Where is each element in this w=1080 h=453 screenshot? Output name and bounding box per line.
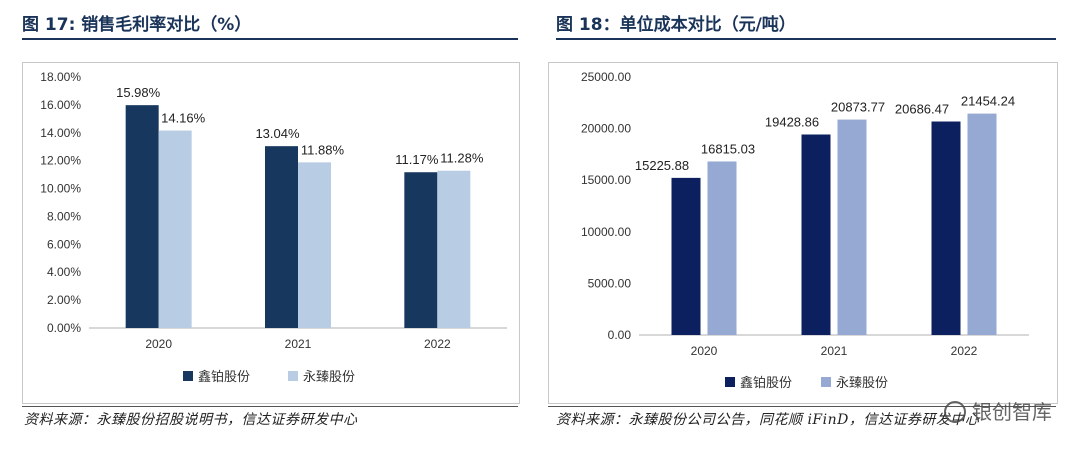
left-source-note: 资料来源：永臻股份招股说明书，信达证券研发中心 xyxy=(24,412,358,428)
data-label: 20686.47 xyxy=(895,102,949,117)
legend-label: 永臻股份 xyxy=(303,369,355,384)
watermark-text: 银创智库 xyxy=(972,400,1052,424)
right-bottom-rule xyxy=(548,406,1056,407)
y-tick-label: 5000.00 xyxy=(588,276,632,290)
legend-swatch xyxy=(288,371,298,381)
y-tick-label: 15000.00 xyxy=(581,173,631,187)
data-label: 14.16% xyxy=(161,111,206,126)
bar-永臻股份-2022 xyxy=(967,113,997,335)
data-label: 20873.77 xyxy=(831,100,885,115)
legend-label: 鑫铂股份 xyxy=(198,369,250,384)
y-tick-label: 0.00 xyxy=(608,328,632,342)
y-tick-label: 25000.00 xyxy=(581,70,631,84)
bar-鑫铂股份-2022 xyxy=(404,172,438,328)
left-chart-box: 0.00% 2.00% 4.00% 6.00% 8.00% 10.00% 12.00% 14.… xyxy=(22,62,520,404)
bar-鑫铂股份-2020 xyxy=(125,105,159,328)
y-tick-label: 0.00% xyxy=(47,321,81,335)
right-title-rule xyxy=(556,38,1056,40)
left-bottom-rule xyxy=(22,406,518,407)
bar-永臻股份-2020 xyxy=(158,130,192,328)
y-tick-label: 18.00% xyxy=(40,70,81,84)
left-figure: 图 17: 销售毛利率对比（%） 0.00% 2.00% 4.00% 6.00% 8.0… xyxy=(22,15,520,428)
legend-swatch xyxy=(821,377,831,387)
data-label: 13.04% xyxy=(255,126,300,141)
legend-swatch xyxy=(725,377,735,387)
left-chart: 0.00% 2.00% 4.00% 6.00% 8.00% 10.00% 12.00% 14.… xyxy=(40,70,507,384)
watermark-logo-icon xyxy=(944,400,966,423)
y-tick-label: 6.00% xyxy=(47,237,81,251)
data-label: 11.28% xyxy=(440,151,484,166)
y-tick-label: 10000.00 xyxy=(581,225,631,239)
x-tick-label: 2021 xyxy=(821,344,848,358)
y-tick-label: 10.00% xyxy=(40,182,81,196)
left-title-rule xyxy=(22,38,518,40)
legend-label: 鑫铂股份 xyxy=(740,375,792,390)
bar-鑫铂股份-2021 xyxy=(265,146,298,328)
bar-鑫铂股份-2021 xyxy=(801,134,831,335)
data-label: 11.88% xyxy=(301,142,345,157)
y-tick-label: 12.00% xyxy=(40,154,81,168)
right-figure: 图 18：单位成本对比（元/吨） 0.00 5000.00 10000.00 1500… xyxy=(540,0,1080,453)
legend-swatch xyxy=(183,371,193,381)
bar-永臻股份-2021 xyxy=(298,162,331,328)
bar-鑫铂股份-2022 xyxy=(931,121,961,335)
y-tick-label: 8.00% xyxy=(47,209,81,223)
x-tick-label: 2020 xyxy=(145,337,172,351)
y-tick-label: 16.00% xyxy=(40,98,81,112)
bar-永臻股份-2021 xyxy=(837,119,867,335)
data-label: 21454.24 xyxy=(961,94,1015,109)
y-tick-label: 14.00% xyxy=(40,126,81,140)
data-label: 19428.86 xyxy=(765,114,819,129)
right-chart-box: 0.00 5000.00 10000.00 15000.00 20000.00 25000… xyxy=(548,62,1058,404)
bar-永臻股份-2020 xyxy=(707,161,737,335)
watermark: 银创智库 xyxy=(944,396,1052,425)
data-label: 16815.03 xyxy=(701,141,755,156)
data-label: 15.98% xyxy=(116,85,161,100)
x-tick-label: 2021 xyxy=(285,337,312,351)
right-chart: 0.00 5000.00 10000.00 15000.00 20000.00 25000… xyxy=(581,70,1029,390)
left-figure-title: 图 17: 销售毛利率对比（%） xyxy=(22,15,252,35)
data-label: 11.17% xyxy=(395,152,439,167)
y-tick-label: 20000.00 xyxy=(581,122,631,136)
data-label: 15225.88 xyxy=(635,158,689,173)
bar-鑫铂股份-2020 xyxy=(671,177,701,335)
legend-label: 永臻股份 xyxy=(836,375,888,390)
y-tick-label: 2.00% xyxy=(47,293,81,307)
y-tick-label: 4.00% xyxy=(47,265,81,279)
x-tick-label: 2022 xyxy=(951,344,978,358)
x-tick-label: 2020 xyxy=(691,344,718,358)
x-tick-label: 2022 xyxy=(424,337,451,351)
right-figure-title: 图 18：单位成本对比（元/吨） xyxy=(556,15,796,35)
bar-永臻股份-2022 xyxy=(437,170,471,328)
right-source-note: 资料来源：永臻股份公司公告，同花顺 iFinD，信达证券研发中心 xyxy=(556,412,980,428)
